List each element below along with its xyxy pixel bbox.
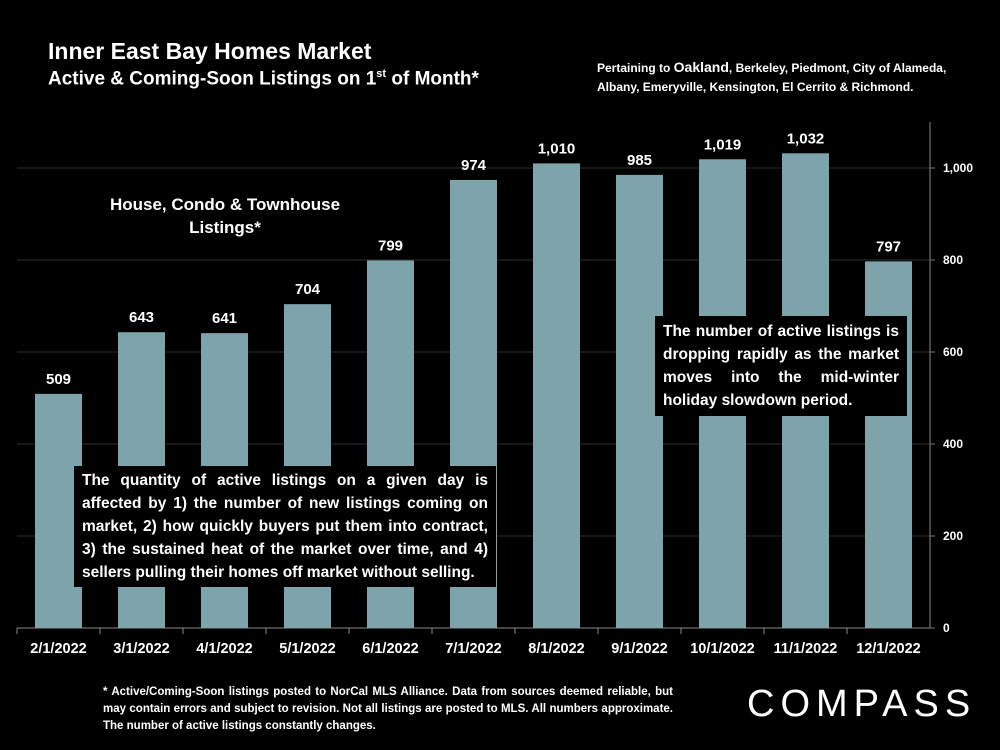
x-tick-label: 11/1/2022 bbox=[774, 641, 838, 657]
x-tick-label: 9/1/2022 bbox=[611, 641, 667, 657]
x-tick-label: 4/1/2022 bbox=[196, 641, 252, 657]
data-label: 985 bbox=[627, 152, 652, 169]
page-title: Inner East Bay Homes Market bbox=[48, 38, 372, 64]
x-tick-label: 3/1/2022 bbox=[113, 641, 169, 657]
data-label: 797 bbox=[876, 238, 901, 255]
data-label: 1,032 bbox=[787, 130, 825, 147]
x-tick-label: 5/1/2022 bbox=[279, 641, 335, 657]
bar bbox=[533, 163, 580, 628]
y-tick-label: 200 bbox=[943, 529, 963, 543]
compass-logo: COMPASS bbox=[747, 683, 977, 725]
x-tick-label: 10/1/2022 bbox=[690, 641, 755, 657]
x-tick-label: 7/1/2022 bbox=[445, 641, 501, 657]
y-tick-label: 0 bbox=[943, 621, 950, 635]
data-label: 643 bbox=[129, 309, 154, 326]
y-tick-label: 800 bbox=[943, 253, 963, 267]
data-label: 974 bbox=[461, 157, 487, 174]
data-label: 641 bbox=[212, 310, 237, 327]
x-tick-label: 2/1/2022 bbox=[30, 641, 86, 657]
region-note: Pertaining to Oakland, Berkeley, Piedmon… bbox=[597, 59, 947, 94]
data-label: 799 bbox=[378, 237, 403, 254]
y-tick-label: 600 bbox=[943, 345, 963, 359]
data-label: 1,019 bbox=[704, 136, 742, 153]
x-tick-label: 8/1/2022 bbox=[528, 641, 584, 657]
y-tick-label: 1,000 bbox=[943, 161, 973, 175]
y-tick-label: 400 bbox=[943, 437, 963, 451]
series-label: House, Condo & Townhouse Listings* bbox=[109, 195, 341, 237]
data-label: 704 bbox=[295, 281, 321, 298]
chart-subtitle: Active & Coming-Soon Listings on 1st of … bbox=[48, 68, 479, 90]
x-tick-label: 6/1/2022 bbox=[362, 641, 418, 657]
annotation-left: The quantity of active listings on a giv… bbox=[74, 466, 496, 587]
data-label: 509 bbox=[46, 371, 71, 388]
data-label: 1,010 bbox=[538, 140, 576, 157]
annotation-right: The number of active listings is droppin… bbox=[655, 316, 907, 416]
footnote: * Active/Coming-Soon listings posted to … bbox=[103, 686, 673, 732]
x-tick-label: 12/1/2022 bbox=[856, 641, 921, 657]
